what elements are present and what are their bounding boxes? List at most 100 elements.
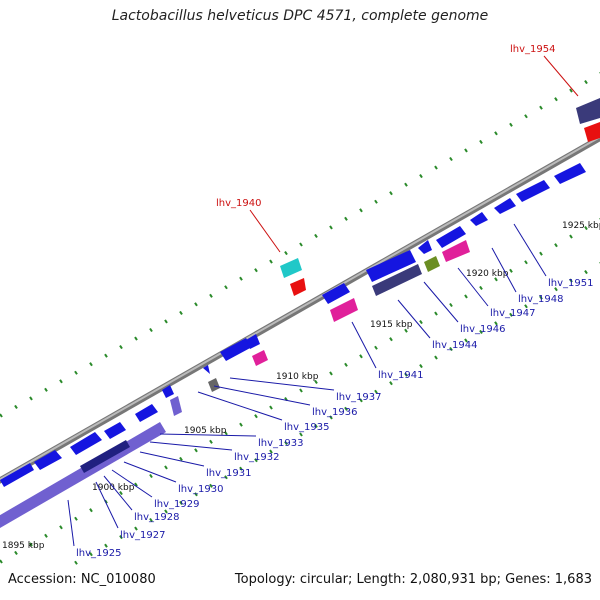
tick-dot (584, 269, 588, 275)
gene-arrow (104, 422, 126, 439)
tick-dot (194, 492, 198, 497)
tick-dots-layer (0, 72, 600, 565)
gene-label[interactable]: lhv_1928 (134, 512, 179, 523)
tick-dot (44, 387, 48, 392)
gene-labels-layer: lhv_1925 lhv_1927 lhv_1928 lhv_1929 lhv_1930… (76, 44, 593, 559)
tick-dot (554, 243, 558, 248)
tick-dot (374, 345, 378, 350)
tick-dot (149, 327, 153, 333)
tick-dot (479, 285, 483, 290)
tick-dot (479, 329, 483, 334)
gene-arrow (0, 463, 34, 487)
gene-label-highlighted[interactable]: lhv_1954 (510, 44, 555, 55)
tick-dot (539, 251, 543, 256)
leader-line (197, 391, 283, 421)
tick-dot (239, 466, 243, 471)
tick-dot (464, 148, 468, 153)
accession-text: Accession: NC_010080 (8, 572, 156, 587)
gene-label[interactable]: lhv_1927 (120, 530, 165, 541)
tick-dot (344, 362, 348, 367)
gene-label[interactable]: lhv_1947 (490, 308, 535, 319)
tick-dot (314, 379, 318, 385)
tick-dot (104, 543, 108, 548)
tick-dot (389, 191, 393, 196)
tick-dot (539, 105, 543, 110)
tick-dot (74, 516, 78, 521)
gene-label[interactable]: lhv_1937 (336, 392, 381, 403)
tick-dot (134, 336, 138, 341)
tick-dot (464, 338, 468, 343)
tick-dot (344, 406, 348, 411)
tick-dot (239, 276, 243, 281)
gene-label[interactable]: lhv_1931 (206, 468, 251, 479)
tick-dot (194, 302, 198, 307)
tick-dot (419, 364, 423, 369)
tick-dot (89, 362, 93, 367)
leader-line (95, 481, 119, 529)
kbp-label: 1925 kbp (562, 221, 600, 231)
gene-label[interactable]: lhv_1925 (76, 548, 121, 559)
gene-label[interactable]: lhv_1935 (284, 422, 329, 433)
tick-dot (419, 320, 423, 325)
tick-dot (449, 156, 453, 162)
kbp-label: 1910 kbp (276, 372, 319, 382)
tick-dot (389, 337, 393, 342)
leader-line (159, 433, 257, 437)
leader-line (213, 385, 311, 406)
tick-dot (404, 328, 408, 333)
tick-dot (419, 174, 423, 179)
tick-dot (119, 491, 123, 496)
tick-dot (269, 259, 273, 264)
gene-label[interactable]: lhv_1933 (258, 438, 303, 449)
gene-label[interactable]: lhv_1946 (460, 324, 505, 335)
gene-cyan-lhv1940 (280, 258, 302, 278)
gene-arrow (246, 334, 260, 349)
tick-dot (569, 88, 573, 93)
gene-arrow (366, 250, 416, 282)
gene-label[interactable]: lhv_1932 (234, 452, 279, 463)
tick-dot (404, 182, 408, 187)
gene-arrow (34, 450, 62, 470)
gene-label-highlighted[interactable]: lhv_1940 (216, 198, 261, 209)
genome-title: Lactobacillus helveticus DPC 4571, compl… (111, 8, 489, 24)
gene-blue-small (203, 365, 210, 374)
tick-dot (254, 414, 258, 419)
gene-label[interactable]: lhv_1929 (154, 499, 199, 510)
gene-band-lower-dark (80, 440, 130, 473)
tick-dot (554, 97, 558, 102)
gene-label[interactable]: lhv_1948 (518, 294, 563, 305)
gene-label[interactable]: lhv_1936 (312, 407, 357, 418)
gene-label[interactable]: lhv_1930 (178, 484, 223, 495)
tick-dot (104, 353, 108, 358)
tick-dot (209, 439, 213, 444)
tick-dot (509, 122, 513, 127)
tick-dot (44, 533, 48, 538)
leader-line (513, 223, 547, 277)
leader-line (67, 499, 75, 547)
tick-dot (254, 458, 258, 463)
gene-arrow (494, 198, 516, 214)
gene-arrow (135, 404, 158, 422)
gene-label[interactable]: lhv_1951 (548, 278, 593, 289)
gene-magenta (442, 240, 470, 262)
leader-line (123, 461, 177, 483)
tick-dot (149, 473, 153, 479)
gene-label[interactable]: lhv_1941 (378, 370, 423, 381)
leader-line (423, 281, 459, 323)
gene-label[interactable]: lhv_1944 (432, 340, 477, 351)
tick-dot (494, 277, 498, 282)
gene-arrow (418, 240, 432, 254)
tick-dot (134, 526, 138, 531)
tick-dot (59, 379, 63, 384)
tick-dot (179, 500, 183, 505)
tick-dot (194, 448, 198, 453)
tick-dot (119, 345, 123, 350)
tick-dot (329, 371, 333, 376)
tick-dot (299, 242, 303, 247)
tick-dot (509, 312, 513, 317)
tick-dot (59, 525, 63, 530)
gene-arrow (554, 163, 586, 184)
tick-dot (329, 415, 333, 420)
gene-olive (424, 256, 440, 272)
